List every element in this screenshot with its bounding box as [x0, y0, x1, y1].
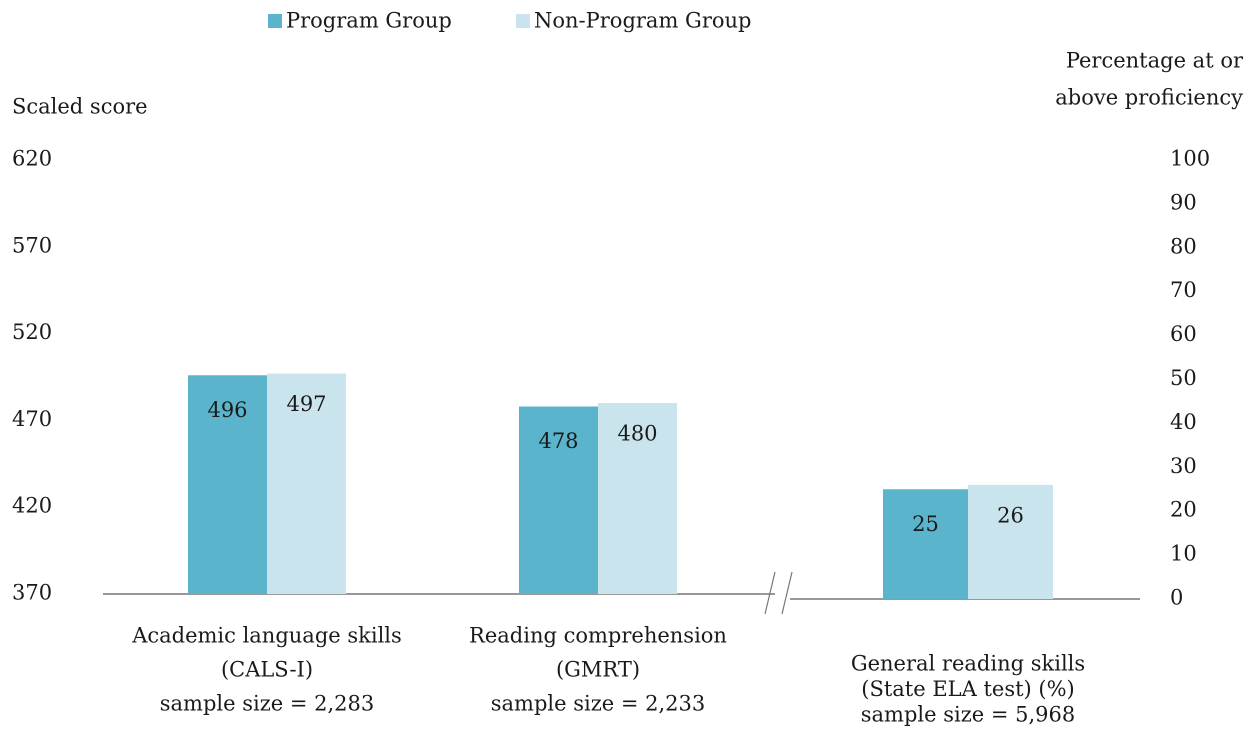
bar	[968, 484, 1053, 599]
y-tick-label: 620	[12, 147, 52, 171]
y2-tick-label: 60	[1170, 322, 1197, 346]
y2-tick-label: 0	[1170, 586, 1183, 610]
legend-label: Program Group	[286, 9, 452, 33]
y2-tick-label: 30	[1170, 454, 1197, 478]
legend-swatch	[268, 14, 282, 28]
data-label: 25	[912, 512, 939, 536]
bar	[188, 375, 267, 594]
y2-tick-label: 40	[1170, 410, 1197, 434]
x-tick-label: sample size = 2,233	[491, 692, 706, 716]
y2-tick-label: 90	[1170, 190, 1197, 214]
x-tick-label: (CALS-I)	[221, 658, 313, 682]
bar	[883, 489, 968, 599]
y2-tick-label: 10	[1170, 542, 1197, 566]
y2-tick-label: 100	[1170, 147, 1210, 171]
x-tick-label: Reading comprehension	[469, 624, 727, 648]
y-tick-label: 520	[12, 320, 52, 344]
x-tick-label: sample size = 5,968	[861, 703, 1076, 727]
axis-break	[764, 571, 776, 615]
y2-tick-label: 50	[1170, 366, 1197, 390]
x-tick-label: Academic language skills	[131, 624, 402, 648]
y2-tick-label: 20	[1170, 498, 1197, 522]
y-tick-label: 570	[12, 233, 52, 257]
legend-label: Non-Program Group	[534, 9, 751, 33]
data-label: 26	[997, 503, 1024, 527]
bar	[519, 406, 598, 594]
x-tick-label: (State ELA test) (%)	[861, 677, 1075, 701]
x-tick-label: sample size = 2,283	[160, 692, 375, 716]
x-tick-label: General reading skills	[851, 652, 1085, 676]
y-tick-label: 470	[12, 407, 52, 431]
data-label: 497	[286, 392, 326, 416]
bar	[267, 373, 346, 594]
y-axis-title: Scaled score	[12, 95, 148, 119]
bar	[598, 403, 677, 594]
y-tick-label: 420	[12, 494, 52, 518]
data-label: 480	[617, 422, 657, 446]
legend-swatch	[516, 14, 530, 28]
y-tick-label: 370	[12, 581, 52, 605]
y2-tick-label: 80	[1170, 234, 1197, 258]
y2-tick-label: 70	[1170, 278, 1197, 302]
x-tick-label: (GMRT)	[556, 658, 640, 682]
axis-break	[781, 571, 793, 615]
data-label: 478	[538, 429, 578, 453]
y2-axis-title: Percentage at or	[1066, 49, 1244, 73]
data-label: 496	[207, 398, 247, 422]
y2-axis-title: above proficiency	[1055, 86, 1243, 110]
